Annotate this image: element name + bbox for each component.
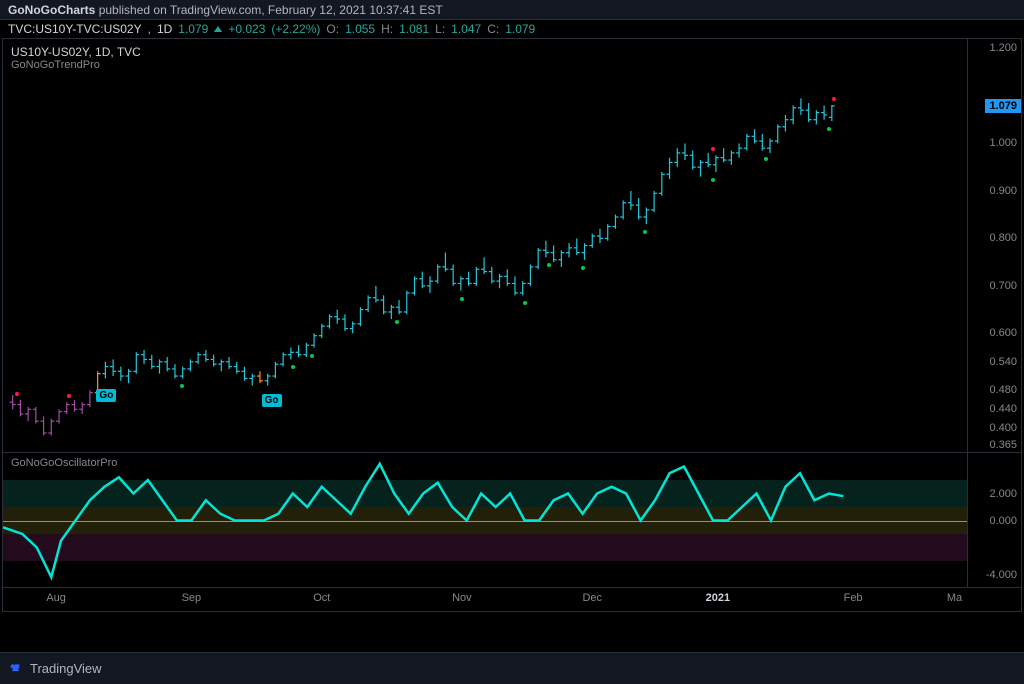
ohlc-close: 1.079 [505, 22, 535, 36]
up-arrow-icon [214, 26, 222, 32]
price-legend: US10Y-US02Y, 1D, TVC GoNoGoTrendPro [11, 45, 141, 71]
tradingview-logo-icon [8, 661, 24, 677]
ticker-change-pct: (+2.22%) [271, 22, 320, 36]
go-signal-badge: Go [262, 394, 282, 407]
y-tick-label: 0.365 [989, 439, 1017, 451]
y-tick-label: 1.200 [989, 42, 1017, 54]
go-countertrend-dot [581, 266, 585, 270]
x-tick-label: Oct [313, 592, 330, 604]
y-tick-label: 0.700 [989, 280, 1017, 292]
y-tick-label: 0.480 [989, 384, 1017, 396]
ohlc-open: 1.055 [345, 22, 375, 36]
nogo-countertrend-dot [832, 97, 836, 101]
footer-brand: TradingView [30, 661, 102, 676]
ticker-bar: TVC:US10Y-TVC:US02Y , 1D 1.079 +0.023 (+… [0, 20, 1024, 38]
x-tick-label: Nov [452, 592, 472, 604]
chart-container[interactable]: Go Go US10Y-US02Y, 1D, TVC GoNoGoTrendPro… [2, 38, 1022, 612]
go-signal-badge: Go [96, 389, 116, 402]
publish-timestamp: February 12, 2021 10:37:41 EST [268, 3, 443, 17]
y-tick-label: 0.000 [989, 515, 1017, 527]
publish-header: GoNoGoCharts published on TradingView.co… [0, 0, 1024, 20]
published-on-text: published on TradingView.com, [99, 3, 265, 17]
legend-title: US10Y-US02Y, 1D, TVC [11, 45, 141, 59]
go-countertrend-dot [711, 178, 715, 182]
x-tick-label: Aug [46, 592, 66, 604]
ticker-symbol: TVC:US10Y-TVC:US02Y [8, 22, 142, 36]
x-tick-label: Sep [182, 592, 202, 604]
ohlc-low: 1.047 [451, 22, 481, 36]
go-countertrend-dot [764, 157, 768, 161]
footer-bar: TradingView [0, 652, 1024, 684]
x-tick-label: Feb [844, 592, 863, 604]
x-tick-label: 2021 [706, 592, 730, 604]
last-price-tag: 1.079 [985, 99, 1021, 113]
go-countertrend-dot [310, 354, 314, 358]
y-tick-label: 1.000 [989, 137, 1017, 149]
y-tick-label: 0.900 [989, 185, 1017, 197]
y-tick-label: 0.600 [989, 327, 1017, 339]
x-tick-label: Ma [947, 592, 962, 604]
y-tick-label: 0.440 [989, 403, 1017, 415]
ticker-interval: 1D [157, 22, 172, 36]
go-countertrend-dot [460, 297, 464, 301]
nogo-countertrend-dot [67, 394, 71, 398]
y-tick-label: 0.800 [989, 232, 1017, 244]
publisher-name: GoNoGoCharts [8, 3, 95, 17]
ticker-last: 1.079 [178, 22, 208, 36]
ticker-change: +0.023 [228, 22, 265, 36]
price-y-axis[interactable]: 1.200 1.000 0.900 0.800 0.700 0.600 0.540 0.480… [967, 39, 1021, 452]
y-tick-label: -4.000 [986, 569, 1017, 581]
oscillator-pane[interactable]: GoNoGoOscillatorPro 2.000 0.000 -4.000 [3, 452, 1021, 587]
ohlc-high: 1.081 [399, 22, 429, 36]
price-pane[interactable]: Go Go US10Y-US02Y, 1D, TVC GoNoGoTrendPro… [3, 39, 1021, 452]
legend-indicator: GoNoGoTrendPro [11, 59, 141, 71]
y-tick-label: 0.400 [989, 422, 1017, 434]
oscillator-legend: GoNoGoOscillatorPro [11, 457, 117, 469]
y-tick-label: 0.540 [989, 356, 1017, 368]
y-tick-label: 2.000 [989, 488, 1017, 500]
x-tick-label: Dec [582, 592, 602, 604]
oscillator-y-axis[interactable]: 2.000 0.000 -4.000 [967, 453, 1021, 587]
time-axis[interactable]: Aug Sep Oct Nov Dec 2021 Feb Ma [3, 587, 1021, 611]
